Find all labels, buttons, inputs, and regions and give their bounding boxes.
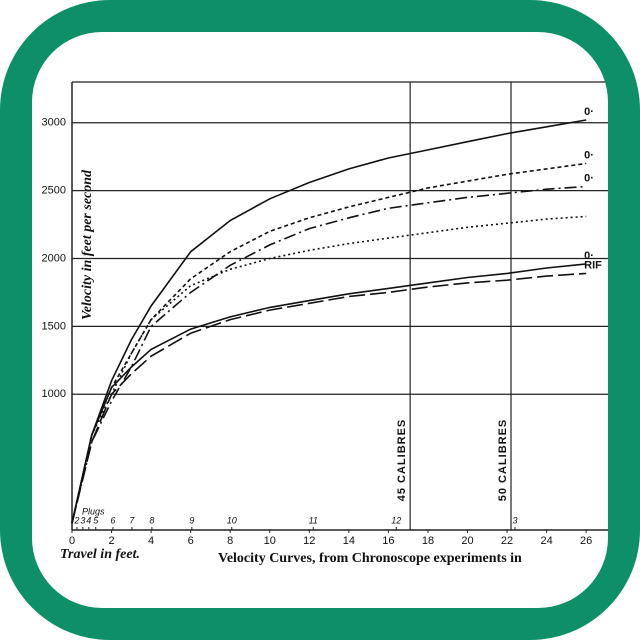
x-tick-label: 20 <box>461 535 473 547</box>
plug-label: 8 <box>149 515 154 525</box>
x-tick-label: 16 <box>382 535 394 547</box>
x-tick-label: 8 <box>227 535 233 547</box>
x-tick-label: 4 <box>148 535 154 547</box>
x-tick-label: 18 <box>422 535 434 547</box>
plug-label: 11 <box>309 515 318 525</box>
x-tick-label: 10 <box>264 535 276 547</box>
plug-label: 3 <box>80 515 85 525</box>
series-line <box>71 263 587 524</box>
plug-label: 9 <box>189 515 194 525</box>
x-axis-label: Travel in feet. <box>60 547 140 562</box>
plug-label: 4 <box>86 515 91 525</box>
series-line <box>71 215 587 524</box>
series-label: 0· <box>584 149 594 161</box>
series-label: 0· <box>584 250 594 262</box>
series-line <box>71 162 587 524</box>
x-tick-label: 26 <box>580 535 592 547</box>
x-tick-label: 14 <box>343 535 355 547</box>
x-tick-label: 22 <box>501 535 513 547</box>
plug-label: 12 <box>391 515 401 525</box>
y-axis-label: Velocity in feet per second <box>80 169 95 320</box>
y-tick-label: 1500 <box>42 320 66 332</box>
x-tick-label: 12 <box>303 535 315 547</box>
series-line <box>71 185 587 524</box>
plug-label: 5 <box>93 515 99 525</box>
plug-label: 7 <box>129 515 135 525</box>
plug-label: 2 <box>73 515 79 525</box>
y-tick-label: 2500 <box>42 185 66 197</box>
x-tick-label: 2 <box>108 535 114 547</box>
y-tick-label: 2000 <box>42 252 66 264</box>
plug-label: 3 <box>512 515 517 525</box>
series-line <box>71 119 587 524</box>
calibre-label: 50 CALIBRES <box>497 419 509 502</box>
y-tick-label: 1000 <box>42 388 66 400</box>
calibre-label: 45 CALIBRES <box>396 419 408 502</box>
x-tick-label: 6 <box>188 535 194 547</box>
series-label: 0· <box>584 172 594 184</box>
x-tick-label: 24 <box>540 535 552 547</box>
plug-label: 10 <box>227 515 237 525</box>
series-label: 0· <box>584 106 594 118</box>
chart-title: Velocity Curves, from Chronoscope experi… <box>218 551 522 566</box>
x-tick-label: 0 <box>69 535 75 547</box>
plugs-label: Plugs <box>82 506 105 516</box>
y-tick-label: 3000 <box>42 117 66 129</box>
series-label: RIF <box>584 259 602 271</box>
series-line <box>71 272 587 524</box>
plug-label: 6 <box>110 515 115 525</box>
